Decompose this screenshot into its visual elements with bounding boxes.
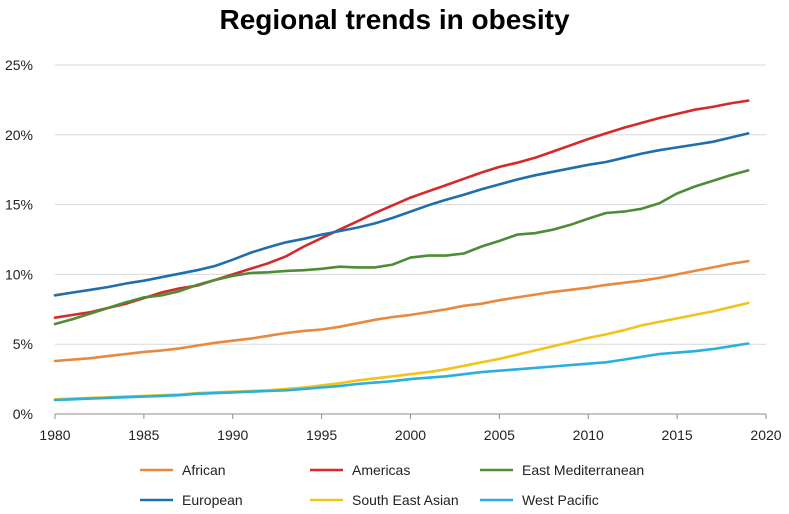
legend-label-americas: Americas bbox=[352, 462, 410, 478]
x-tick-label: 1985 bbox=[128, 427, 159, 443]
legend-label-african: African bbox=[182, 462, 226, 478]
x-tick-label: 2010 bbox=[573, 427, 604, 443]
legend-label-south-east-asian: South East Asian bbox=[352, 492, 459, 508]
x-tick-label: 1995 bbox=[306, 427, 337, 443]
gridlines bbox=[55, 64, 766, 345]
y-tick-label: 25% bbox=[5, 57, 33, 73]
series-line-west-pacific bbox=[53, 342, 750, 402]
y-tick-label: 10% bbox=[5, 266, 33, 282]
axes: 0% 5% 10% 15% 20% 25% 1980 1985 1990 1995 2000 2005… bbox=[5, 57, 782, 443]
x-tick-label: 1980 bbox=[39, 427, 70, 443]
x-tick-label: 1990 bbox=[217, 427, 248, 443]
y-tick-label: 20% bbox=[5, 127, 33, 143]
y-tick-label: 5% bbox=[13, 336, 33, 352]
series-line-east-mediterranean bbox=[53, 169, 750, 326]
x-tick-label: 2000 bbox=[395, 427, 426, 443]
series-lines bbox=[53, 99, 750, 402]
y-tick-label: 0% bbox=[13, 406, 33, 422]
legend-label-european: European bbox=[182, 492, 243, 508]
series-line-americas bbox=[53, 99, 750, 320]
y-tick-label: 15% bbox=[5, 197, 33, 213]
series-line-african bbox=[53, 259, 750, 363]
legend: African Americas East Mediterranean Europea… bbox=[140, 462, 644, 508]
legend-label-west-pacific: West Pacific bbox=[522, 492, 599, 508]
x-tick-label: 2020 bbox=[750, 427, 781, 443]
x-tick-label: 2015 bbox=[662, 427, 693, 443]
chart-title: Regional trends in obesity bbox=[219, 4, 570, 35]
x-tick-label: 2005 bbox=[484, 427, 515, 443]
legend-label-east-mediterranean: East Mediterranean bbox=[522, 462, 644, 478]
series-line-european bbox=[53, 132, 750, 297]
